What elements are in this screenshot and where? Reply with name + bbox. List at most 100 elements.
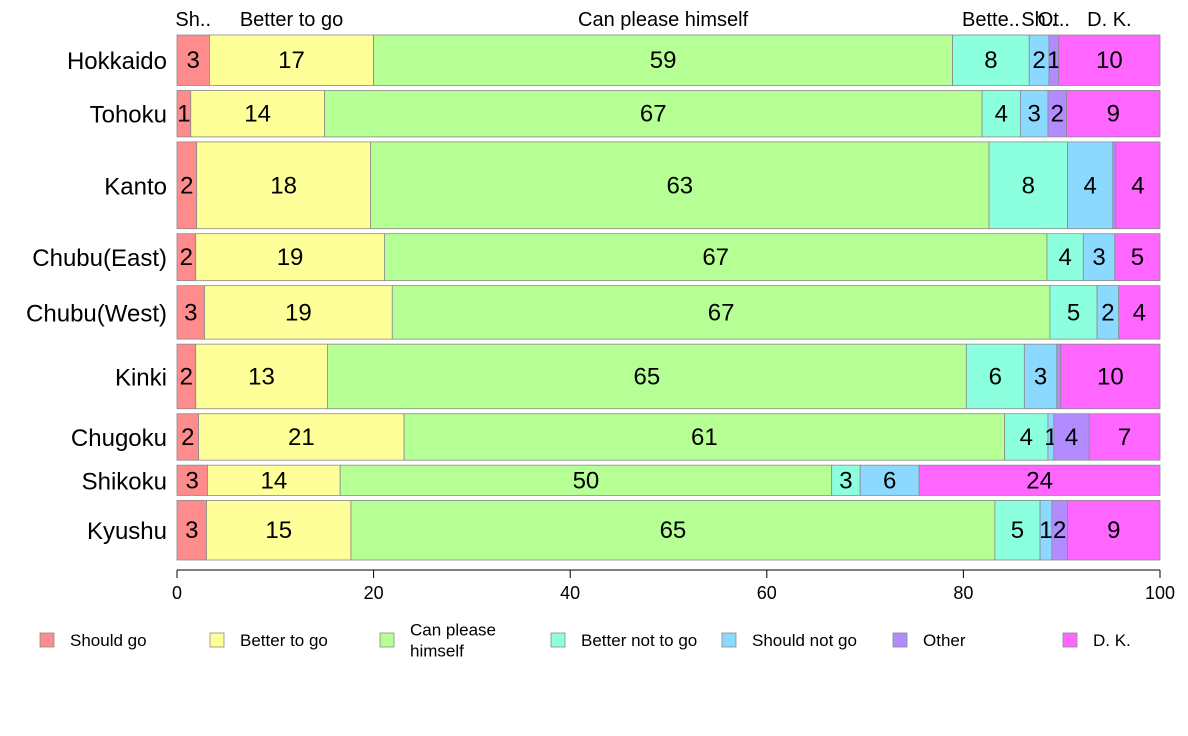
bar-segment [1118, 285, 1161, 340]
bar-segment [1115, 141, 1161, 230]
data-label: 1 [1039, 517, 1052, 544]
data-label: 2 [180, 363, 193, 390]
x-tick-label: 0 [172, 583, 182, 603]
data-label: 14 [260, 467, 287, 494]
data-label: 5 [1067, 299, 1080, 326]
bar-segment [176, 285, 205, 340]
legend-label: Should not go [752, 631, 857, 650]
bar-segment [1112, 141, 1117, 230]
x-tick-label: 40 [560, 583, 580, 603]
data-label: 61 [691, 424, 718, 451]
bar-segment [1082, 233, 1116, 282]
data-label: 3 [1027, 101, 1040, 128]
data-label: 4 [1133, 299, 1146, 326]
bar-segment [1053, 413, 1090, 461]
bar-segment [324, 90, 983, 138]
bar-segment [209, 34, 374, 86]
bar-segment [391, 285, 1051, 340]
data-label: 67 [708, 299, 735, 326]
bar-segment [918, 464, 1161, 496]
top-segment-label: Can please himself [578, 9, 749, 31]
legend-swatch [379, 632, 395, 648]
category-label: Chugoku [71, 425, 167, 452]
data-label: 2 [1053, 517, 1066, 544]
legend-swatch [39, 632, 55, 648]
top-segment-label: Bette.. [962, 9, 1020, 31]
top-segment-label: Ot.. [1038, 9, 1070, 31]
top-segment-label: Better to go [240, 9, 343, 31]
top-segment-label: Sh.. [1021, 9, 1057, 31]
data-label: 3 [185, 517, 198, 544]
data-label: 65 [634, 363, 661, 390]
data-label: 6 [883, 467, 896, 494]
legend-swatch [209, 632, 225, 648]
data-label: 8 [1022, 172, 1035, 199]
x-tick-label: 20 [364, 583, 384, 603]
bar-segment [350, 500, 996, 561]
data-label: 3 [839, 467, 852, 494]
data-label: 4 [1084, 172, 1097, 199]
data-label: 4 [1020, 424, 1033, 451]
legend-swatch [892, 632, 908, 648]
data-label: 2 [181, 424, 194, 451]
bar-segment [994, 500, 1041, 561]
data-label: 1 [1047, 47, 1060, 74]
legend-label: D. K. [1093, 631, 1131, 650]
data-label: 21 [288, 424, 315, 451]
data-label: 2 [1101, 299, 1114, 326]
data-label: 7 [1118, 424, 1131, 451]
x-tick-label: 60 [757, 583, 777, 603]
data-label: 3 [186, 467, 199, 494]
category-label: Kinki [115, 364, 167, 391]
data-label: 3 [187, 47, 200, 74]
category-label: Kyushu [87, 518, 167, 545]
bar-segment [1060, 343, 1161, 410]
data-label: 24 [1026, 467, 1053, 494]
data-label: 67 [640, 101, 667, 128]
bar-segment [204, 285, 393, 340]
data-label: 13 [248, 363, 275, 390]
bar-segment [1046, 233, 1084, 282]
bar-segment [1020, 90, 1049, 138]
data-label: 3 [1092, 244, 1105, 271]
data-label: 14 [244, 101, 271, 128]
data-label: 4 [1065, 424, 1078, 451]
data-label: 19 [285, 299, 312, 326]
data-label: 6 [989, 363, 1002, 390]
bar-segment [384, 233, 1048, 282]
legend-label: Should go [70, 631, 147, 650]
bar-segment [198, 413, 405, 461]
data-label: 3 [184, 299, 197, 326]
bar-segment [195, 233, 385, 282]
data-label: 4 [1131, 172, 1144, 199]
data-label: 2 [1032, 47, 1045, 74]
data-label: 9 [1107, 517, 1120, 544]
data-label: 5 [1131, 244, 1144, 271]
bar-segment [207, 464, 341, 496]
bar-segment [965, 343, 1025, 410]
bar-segment [1058, 34, 1161, 86]
legend-label: Other [923, 631, 966, 650]
bar-segment [1114, 233, 1161, 282]
data-label: 2 [180, 244, 193, 271]
data-label: 59 [650, 47, 677, 74]
data-label: 4 [995, 101, 1008, 128]
top-segment-label: D. K. [1087, 9, 1131, 31]
bar-segment [1056, 343, 1062, 410]
bars-group: 3 17 59 8 2 1 101 14 67 4 3 2 92 18 63 8 4 42 19 67 4 3 53 19 67… [176, 34, 1161, 561]
data-label: 1 [177, 101, 190, 128]
bar-segment [1004, 413, 1049, 461]
x-tick-label: 80 [953, 583, 973, 603]
x-tick-label: 100 [1145, 583, 1175, 603]
legend-label: Better not to go [581, 631, 697, 650]
bar-segment [1088, 413, 1161, 461]
legend-label: Better to go [240, 631, 328, 650]
data-label: 17 [278, 47, 305, 74]
data-label: 18 [270, 172, 297, 199]
bar-segment [1066, 90, 1161, 138]
bar-segment [339, 464, 833, 496]
data-label: 19 [277, 244, 304, 271]
data-label: 9 [1107, 101, 1120, 128]
category-label: Hokkaido [67, 48, 167, 75]
